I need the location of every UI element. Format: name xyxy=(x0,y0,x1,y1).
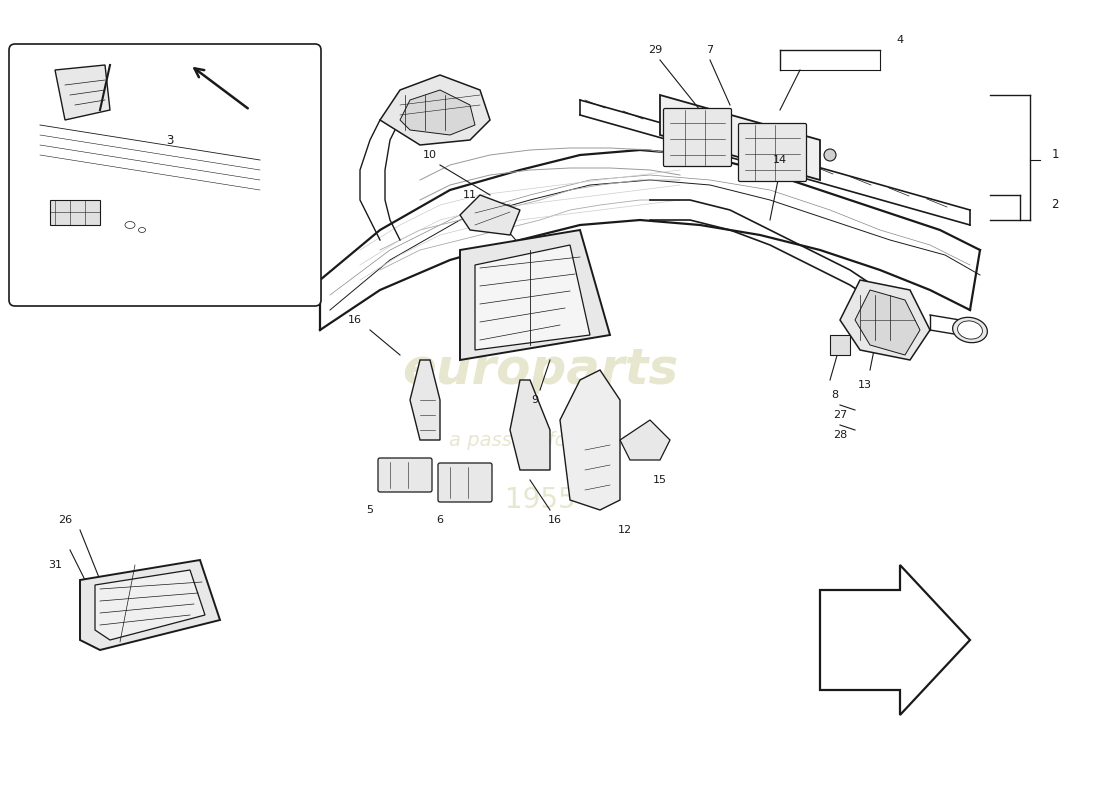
Polygon shape xyxy=(400,90,475,135)
Bar xyxy=(50,200,100,225)
Polygon shape xyxy=(660,95,820,180)
Polygon shape xyxy=(475,245,590,350)
Text: a passion for parts: a passion for parts xyxy=(449,430,631,450)
Text: 4: 4 xyxy=(896,35,903,45)
Text: 9: 9 xyxy=(531,395,539,405)
Text: 3: 3 xyxy=(166,134,174,146)
Text: 8: 8 xyxy=(832,390,838,400)
Text: 1: 1 xyxy=(1052,149,1058,162)
Text: europarts: europarts xyxy=(402,346,678,394)
FancyBboxPatch shape xyxy=(438,463,492,502)
Text: 15: 15 xyxy=(653,475,667,485)
Polygon shape xyxy=(80,560,220,650)
Text: 2: 2 xyxy=(1052,198,1058,211)
Polygon shape xyxy=(55,65,110,120)
Text: 1955: 1955 xyxy=(505,486,575,514)
FancyBboxPatch shape xyxy=(738,123,806,182)
Text: 11: 11 xyxy=(463,190,477,200)
Text: 12: 12 xyxy=(618,525,632,535)
Text: 27: 27 xyxy=(833,410,847,420)
Text: 28: 28 xyxy=(833,430,847,440)
Ellipse shape xyxy=(953,318,988,342)
Polygon shape xyxy=(820,565,970,715)
Text: 31: 31 xyxy=(48,560,62,570)
Text: 13: 13 xyxy=(858,380,872,390)
Polygon shape xyxy=(560,370,620,510)
Text: 10: 10 xyxy=(424,150,437,160)
Text: 16: 16 xyxy=(348,315,362,325)
Polygon shape xyxy=(410,360,440,440)
Text: 6: 6 xyxy=(437,515,443,525)
Polygon shape xyxy=(95,570,205,640)
Bar xyxy=(830,335,850,355)
Polygon shape xyxy=(379,75,490,145)
Polygon shape xyxy=(620,420,670,460)
Text: 14: 14 xyxy=(773,155,788,165)
Text: 5: 5 xyxy=(366,505,374,515)
FancyBboxPatch shape xyxy=(378,458,432,492)
FancyBboxPatch shape xyxy=(9,44,321,306)
Polygon shape xyxy=(510,380,550,470)
Polygon shape xyxy=(460,195,520,235)
Polygon shape xyxy=(460,230,610,360)
Polygon shape xyxy=(855,290,920,355)
Ellipse shape xyxy=(824,149,836,161)
Text: 16: 16 xyxy=(548,515,562,525)
Text: 26: 26 xyxy=(58,515,73,525)
Ellipse shape xyxy=(958,321,982,339)
Text: 29: 29 xyxy=(648,45,662,55)
Text: 7: 7 xyxy=(706,45,714,55)
Polygon shape xyxy=(840,280,929,360)
FancyBboxPatch shape xyxy=(663,109,732,166)
